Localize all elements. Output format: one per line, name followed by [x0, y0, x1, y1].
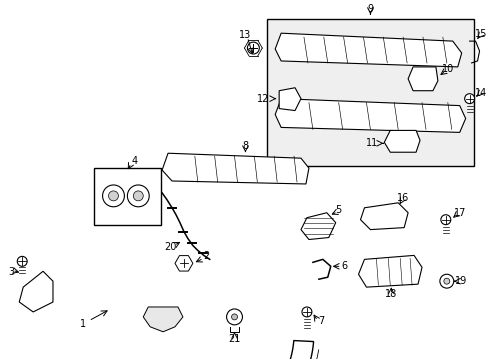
Text: 9: 9	[366, 4, 373, 14]
Polygon shape	[301, 213, 335, 239]
Text: 16: 16	[396, 193, 408, 203]
Circle shape	[247, 42, 259, 54]
Circle shape	[133, 191, 143, 201]
Text: 1: 1	[80, 319, 85, 329]
Circle shape	[443, 278, 449, 284]
Text: 8: 8	[242, 141, 248, 151]
Circle shape	[102, 185, 124, 207]
Polygon shape	[162, 153, 308, 184]
Polygon shape	[175, 256, 192, 271]
Text: 21: 21	[228, 334, 240, 344]
Polygon shape	[279, 88, 301, 111]
Circle shape	[231, 314, 237, 320]
Text: 13: 13	[239, 30, 251, 40]
Text: 5: 5	[335, 205, 341, 215]
Polygon shape	[384, 130, 419, 152]
Circle shape	[302, 307, 311, 317]
Circle shape	[127, 185, 149, 207]
Polygon shape	[360, 203, 407, 230]
Circle shape	[464, 94, 474, 104]
Circle shape	[108, 191, 118, 201]
Text: 19: 19	[454, 276, 466, 286]
Text: 2: 2	[203, 251, 209, 261]
Text: 20: 20	[163, 242, 176, 252]
Polygon shape	[275, 33, 461, 67]
Circle shape	[17, 256, 27, 266]
Text: 7: 7	[317, 316, 323, 326]
Polygon shape	[125, 341, 313, 360]
Polygon shape	[275, 99, 465, 132]
Text: 12: 12	[256, 94, 269, 104]
Polygon shape	[143, 307, 183, 332]
Text: 6: 6	[341, 261, 347, 271]
Polygon shape	[407, 67, 437, 91]
Polygon shape	[358, 255, 421, 287]
Text: 15: 15	[474, 29, 487, 39]
Bar	[94, 168, 161, 225]
Text: 10: 10	[441, 64, 453, 74]
Text: 18: 18	[385, 289, 397, 299]
Text: 3: 3	[8, 267, 14, 277]
Bar	[267, 19, 473, 166]
Circle shape	[440, 215, 450, 225]
Circle shape	[226, 309, 242, 325]
Text: 14: 14	[474, 88, 487, 98]
Polygon shape	[19, 271, 53, 312]
Circle shape	[439, 274, 453, 288]
Circle shape	[178, 257, 189, 269]
Text: 4: 4	[131, 156, 137, 166]
Text: 11: 11	[366, 138, 378, 148]
Text: 17: 17	[452, 208, 465, 218]
